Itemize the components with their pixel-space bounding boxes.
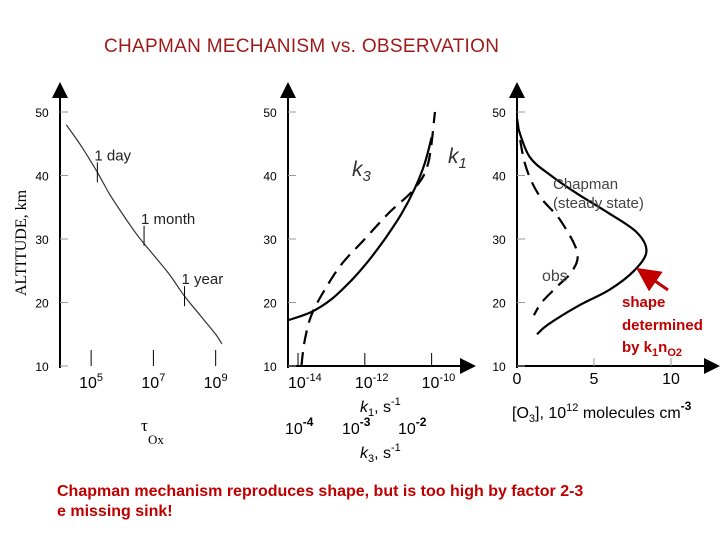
x-tick-label: 107: [141, 372, 165, 392]
x-tick-label: 10-10: [422, 372, 456, 392]
conclusion-line-1: Chapman mechanism reproduces shape, but …: [57, 483, 584, 500]
k3-tick-labels: 10-4 10-3 10-2: [285, 415, 427, 438]
annotation-label: 1 day: [94, 147, 131, 164]
y-tick-label: 50: [492, 106, 506, 120]
tau-x-label-sub: Ox: [148, 432, 164, 447]
conclusion-text: Chapman mechanism reproduces shape, but …: [57, 482, 583, 522]
x-tick-label: 5: [590, 371, 599, 388]
y-tick-label: 20: [35, 297, 49, 311]
y-tick-label: 10: [492, 360, 506, 374]
tau-annotations: 1 day 1 month 1 year: [94, 147, 224, 307]
y-tick-label: 30: [35, 233, 49, 247]
annotation-label: 1 month: [141, 211, 195, 228]
y-tick-label: 10: [263, 360, 277, 374]
panel-ozone: 50 40 30 20 10 0 5 10 Chapman (steady state) o…: [492, 82, 720, 425]
x-tick-label: 109: [204, 372, 228, 392]
k3-axis-label: k3, s-1: [360, 442, 401, 465]
y-tick-label: 40: [492, 170, 506, 184]
annotation-label: 1 year: [182, 271, 224, 288]
chapman-curve: [515, 124, 648, 336]
y-tick-label: 40: [35, 170, 49, 184]
k3-tick-label: 10-2: [398, 415, 427, 438]
k3-tick-label: 10-3: [342, 415, 371, 438]
y-tick-label: 30: [492, 233, 506, 247]
page-title: CHAPMAN MECHANISM vs. OBSERVATION: [104, 36, 500, 57]
x-tick-label: 105: [79, 372, 103, 392]
panel3-y-ticks: 50 40 30 20 10: [492, 106, 525, 374]
x-tick-label: 10: [662, 371, 680, 388]
x-tick-label: 10-14: [288, 372, 322, 392]
x-tick-label: 10-12: [355, 372, 389, 392]
y-tick-label: 50: [263, 106, 277, 120]
annotation-arrow: [636, 267, 669, 292]
y-tick-label: 40: [263, 170, 277, 184]
obs-label: obs: [542, 268, 568, 285]
y-axis-label: ALTITUDE, km: [13, 189, 30, 296]
k3-tick-label: 10-4: [285, 415, 314, 438]
panel-rates: 50 40 30 20 10 10-14 10-12 10-10 k1 k3 k1, s-1…: [263, 82, 476, 465]
panel2-x-ticks: 10-14 10-12 10-10: [288, 353, 455, 392]
o3-axis-label: [O3], 1012 molecules cm-3: [512, 399, 692, 425]
panel1-y-ticks: 50 40 30 20 10: [35, 106, 68, 374]
k1-curve: [287, 137, 433, 322]
svg-text:shape: shape: [622, 294, 665, 311]
chapman-label: Chapman: [553, 176, 618, 193]
chapman-label-2: (steady state): [553, 195, 644, 212]
panel1-x-ticks: 105 107 109: [79, 350, 228, 392]
y-tick-label: 20: [263, 297, 277, 311]
tau-x-label: τ: [141, 416, 148, 435]
k3-curve-label: k3: [352, 158, 372, 185]
y-tick-label: 50: [35, 106, 49, 120]
svg-text:determined: determined: [622, 317, 703, 334]
shape-annotation: shape determined by k1nO2: [622, 294, 703, 359]
x-tick-label: 0: [513, 371, 522, 388]
y-tick-label: 10: [35, 360, 49, 374]
svg-text:by k1nO2: by k1nO2: [622, 339, 682, 359]
y-tick-label: 20: [492, 297, 506, 311]
k3-curve: [300, 111, 437, 367]
tau-curve: [65, 124, 223, 345]
y-tick-label: 30: [263, 233, 277, 247]
conclusion-line-2: e missing sink!: [57, 503, 173, 520]
panel2-y-ticks: 50 40 30 20 10: [263, 106, 296, 374]
k1-curve-label: k1: [448, 145, 467, 172]
k1-axis-label: k1, s-1: [360, 396, 401, 419]
panel3-x-ticks: 0 5 10: [513, 358, 680, 388]
obs-curve: [515, 118, 579, 316]
